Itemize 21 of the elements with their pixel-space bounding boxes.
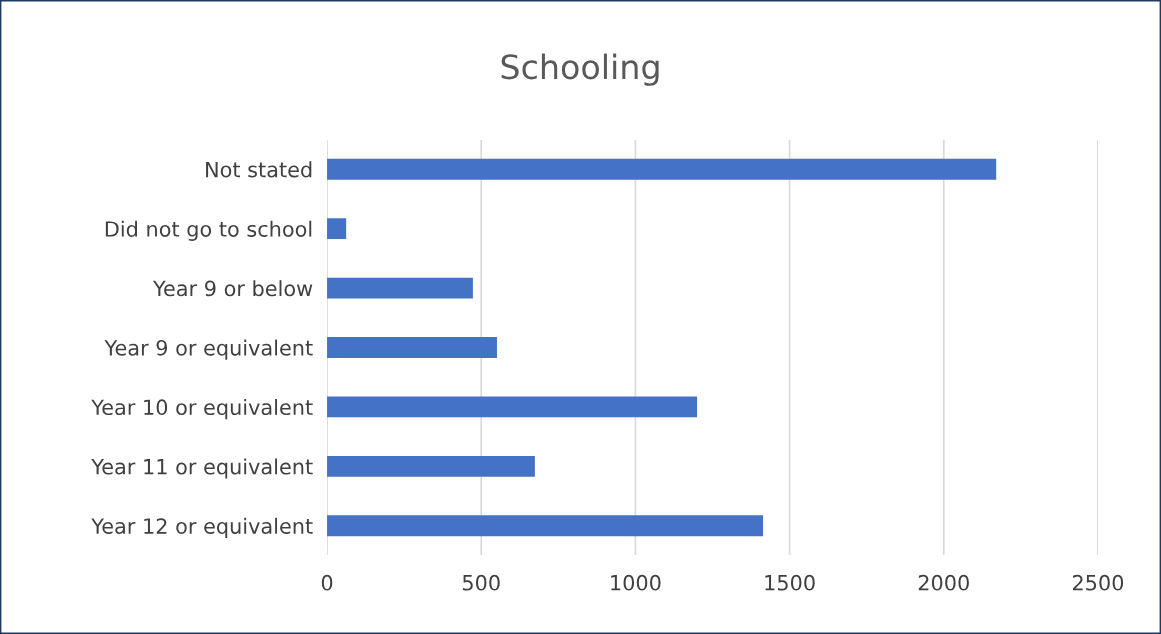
y-tick-label: Did not go to school <box>105 220 312 241</box>
x-tick-label: 2000 <box>918 574 969 591</box>
x-tick-label: 0 <box>321 574 333 591</box>
x-tick-label: 1500 <box>765 574 815 591</box>
bar <box>327 396 698 418</box>
bar <box>327 277 473 299</box>
y-tick-label: Not stated <box>206 161 312 178</box>
bar <box>327 337 497 358</box>
y-tick-label: Year 9 or below <box>152 280 313 297</box>
x-tick-label: 500 <box>462 574 500 591</box>
bar <box>327 515 764 537</box>
y-tick-label: Year 9 or equivalent <box>104 339 313 360</box>
x-tick-label: 1000 <box>611 574 661 591</box>
x-tick-label: 2500 <box>1072 574 1124 591</box>
chart-title: Schooling <box>501 53 659 86</box>
y-tick-label: Year 11 or equivalent <box>91 458 313 479</box>
bar <box>327 158 997 180</box>
y-tick-label: Year 12 or equivalent <box>91 517 313 538</box>
y-tick-label: Year 10 or equivalent <box>91 399 313 420</box>
bar <box>327 455 535 477</box>
bar <box>327 218 347 240</box>
